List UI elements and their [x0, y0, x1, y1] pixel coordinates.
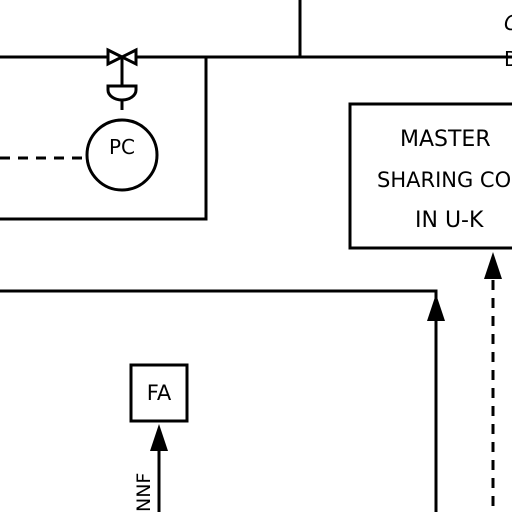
pc-instrument-circle — [85, 118, 159, 192]
edge-glyph-right: D — [504, 47, 512, 71]
control-valve-icon — [106, 47, 138, 110]
master-controller-box — [348, 102, 512, 250]
arrow-up-fa-icon — [150, 424, 168, 451]
master-box-line3: IN U-K — [415, 208, 484, 233]
master-box-line2: SHARING CON — [377, 168, 512, 192]
process-line-middle — [0, 289, 438, 512]
pc-instrument-tag: PC — [109, 135, 135, 159]
pc-loop-enclosure — [0, 57, 208, 221]
arrow-up-solid-icon — [427, 294, 445, 321]
edge-glyph-top-right: C — [504, 11, 512, 35]
master-box-line1: MASTER — [400, 127, 491, 152]
arrow-up-dashed-icon — [484, 252, 502, 279]
fa-instrument-tag: FA — [147, 381, 172, 405]
vertical-stream-label: NNF — [133, 473, 155, 512]
fa-instrument-box — [129, 363, 189, 423]
